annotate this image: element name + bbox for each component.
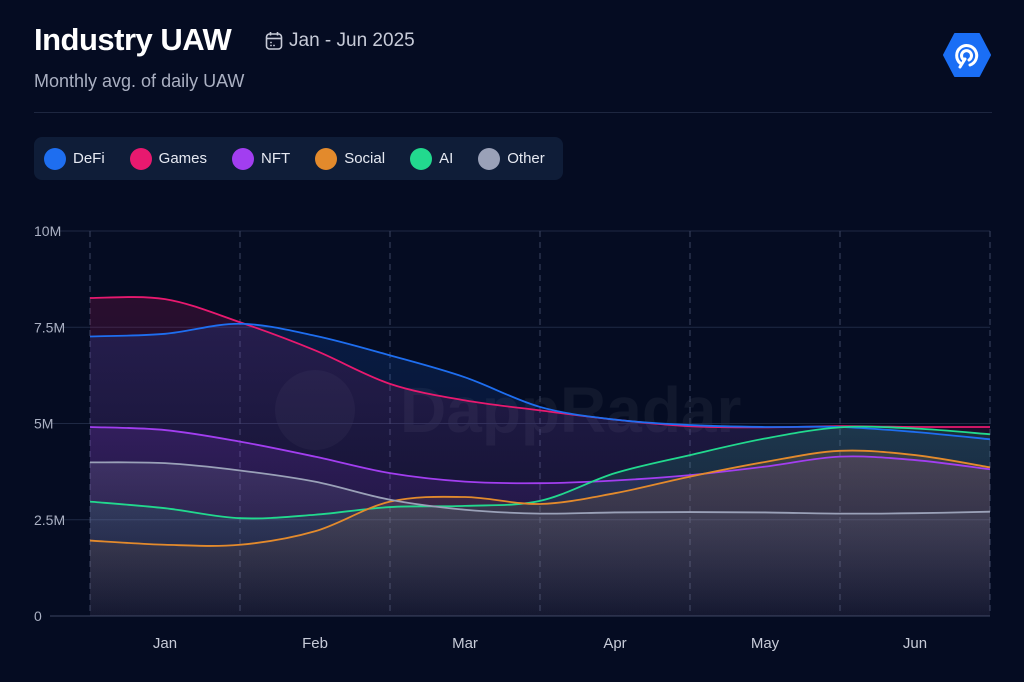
y-tick-label: 5M — [34, 416, 53, 432]
legend-item-social[interactable]: Social — [315, 147, 386, 170]
line-social — [89, 449, 991, 547]
legend-dot — [129, 147, 152, 170]
x-tick-label: Apr — [603, 635, 626, 652]
subtitle: Monthly avg. of daily UAW — [34, 71, 245, 91]
date-range[interactable]: Jan - Jun 2025 — [265, 30, 415, 52]
y-tick-label: 2.5M — [34, 512, 65, 528]
y-tick-label: 7.5M — [34, 319, 65, 335]
calendar-icon — [265, 32, 283, 50]
legend-item-other[interactable]: Other — [478, 147, 545, 170]
y-tick-label: 0 — [34, 608, 42, 624]
legend-item-ai[interactable]: AI — [410, 147, 454, 170]
line-nft — [89, 426, 991, 485]
legend-dot — [478, 147, 501, 170]
legend-dot — [44, 147, 66, 170]
y-tick-label: 10M — [34, 223, 61, 239]
x-tick-label: Jan — [153, 635, 177, 652]
line-other — [89, 461, 991, 515]
dappradar-logo-icon — [943, 33, 991, 77]
header-divider — [34, 112, 992, 113]
line-ai — [89, 425, 991, 520]
legend-dot — [410, 147, 433, 170]
legend-label: Games — [158, 150, 208, 167]
legend-label: DeFi — [73, 150, 105, 167]
legend-dot — [315, 147, 338, 170]
legend-label: Other — [507, 150, 545, 167]
legend-item-defi[interactable]: DeFi — [44, 147, 105, 170]
x-tick-label: Feb — [302, 635, 328, 652]
x-tick-label: May — [751, 635, 780, 652]
legend-label: Social — [344, 150, 386, 167]
x-tick-label: Mar — [452, 635, 478, 652]
page-title: Industry UAW — [34, 22, 232, 57]
date-range-label: Jan - Jun 2025 — [289, 30, 415, 51]
legend-item-games[interactable]: Games — [129, 147, 208, 170]
x-tick-label: Jun — [903, 635, 927, 652]
area-other — [90, 462, 990, 616]
legend-label: NFT — [261, 150, 291, 167]
legend-dot — [232, 147, 255, 170]
legend-label: AI — [439, 150, 454, 167]
legend: DeFi Games NFT Social AI Other — [34, 137, 563, 180]
legend-item-nft[interactable]: NFT — [232, 147, 291, 170]
